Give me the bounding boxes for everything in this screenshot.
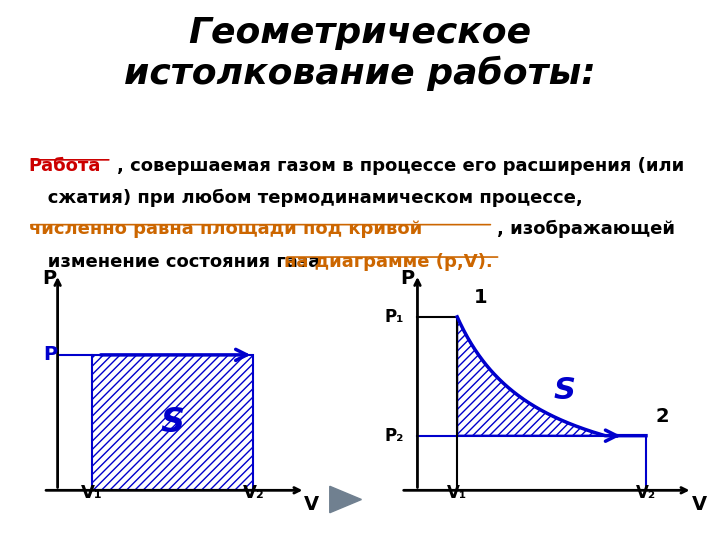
Text: Геометрическое
истолкование работы:: Геометрическое истолкование работы:: [124, 16, 596, 91]
Text: V: V: [303, 495, 319, 514]
Text: P₂: P₂: [384, 427, 404, 444]
Text: , совершаемая газом в процессе его расширения (или: , совершаемая газом в процессе его расши…: [117, 157, 685, 174]
Text: сжатия) при любом термодинамическом процессе,: сжатия) при любом термодинамическом проц…: [29, 189, 582, 207]
Text: S: S: [554, 376, 576, 405]
Text: P: P: [400, 269, 415, 288]
Text: 2: 2: [656, 407, 670, 426]
Text: Работа: Работа: [29, 157, 102, 174]
Text: V₁: V₁: [447, 484, 467, 502]
Text: численно равна площади под кривой: численно равна площади под кривой: [29, 220, 422, 238]
Text: на диаграмме (р,V).: на диаграмме (р,V).: [284, 253, 493, 271]
Polygon shape: [330, 486, 361, 513]
Text: P: P: [42, 269, 56, 288]
Text: P: P: [43, 346, 58, 365]
Text: 1: 1: [474, 288, 487, 307]
Text: изменение состояния газа: изменение состояния газа: [29, 253, 326, 271]
Text: V₁: V₁: [81, 484, 103, 502]
Text: P₁: P₁: [384, 308, 404, 326]
Bar: [92, 355, 253, 490]
Polygon shape: [457, 317, 646, 436]
Text: V: V: [691, 495, 706, 514]
Text: , изображающей: , изображающей: [497, 220, 675, 239]
Text: V₂: V₂: [243, 484, 264, 502]
Text: S: S: [161, 406, 185, 439]
Text: V₂: V₂: [636, 484, 656, 502]
